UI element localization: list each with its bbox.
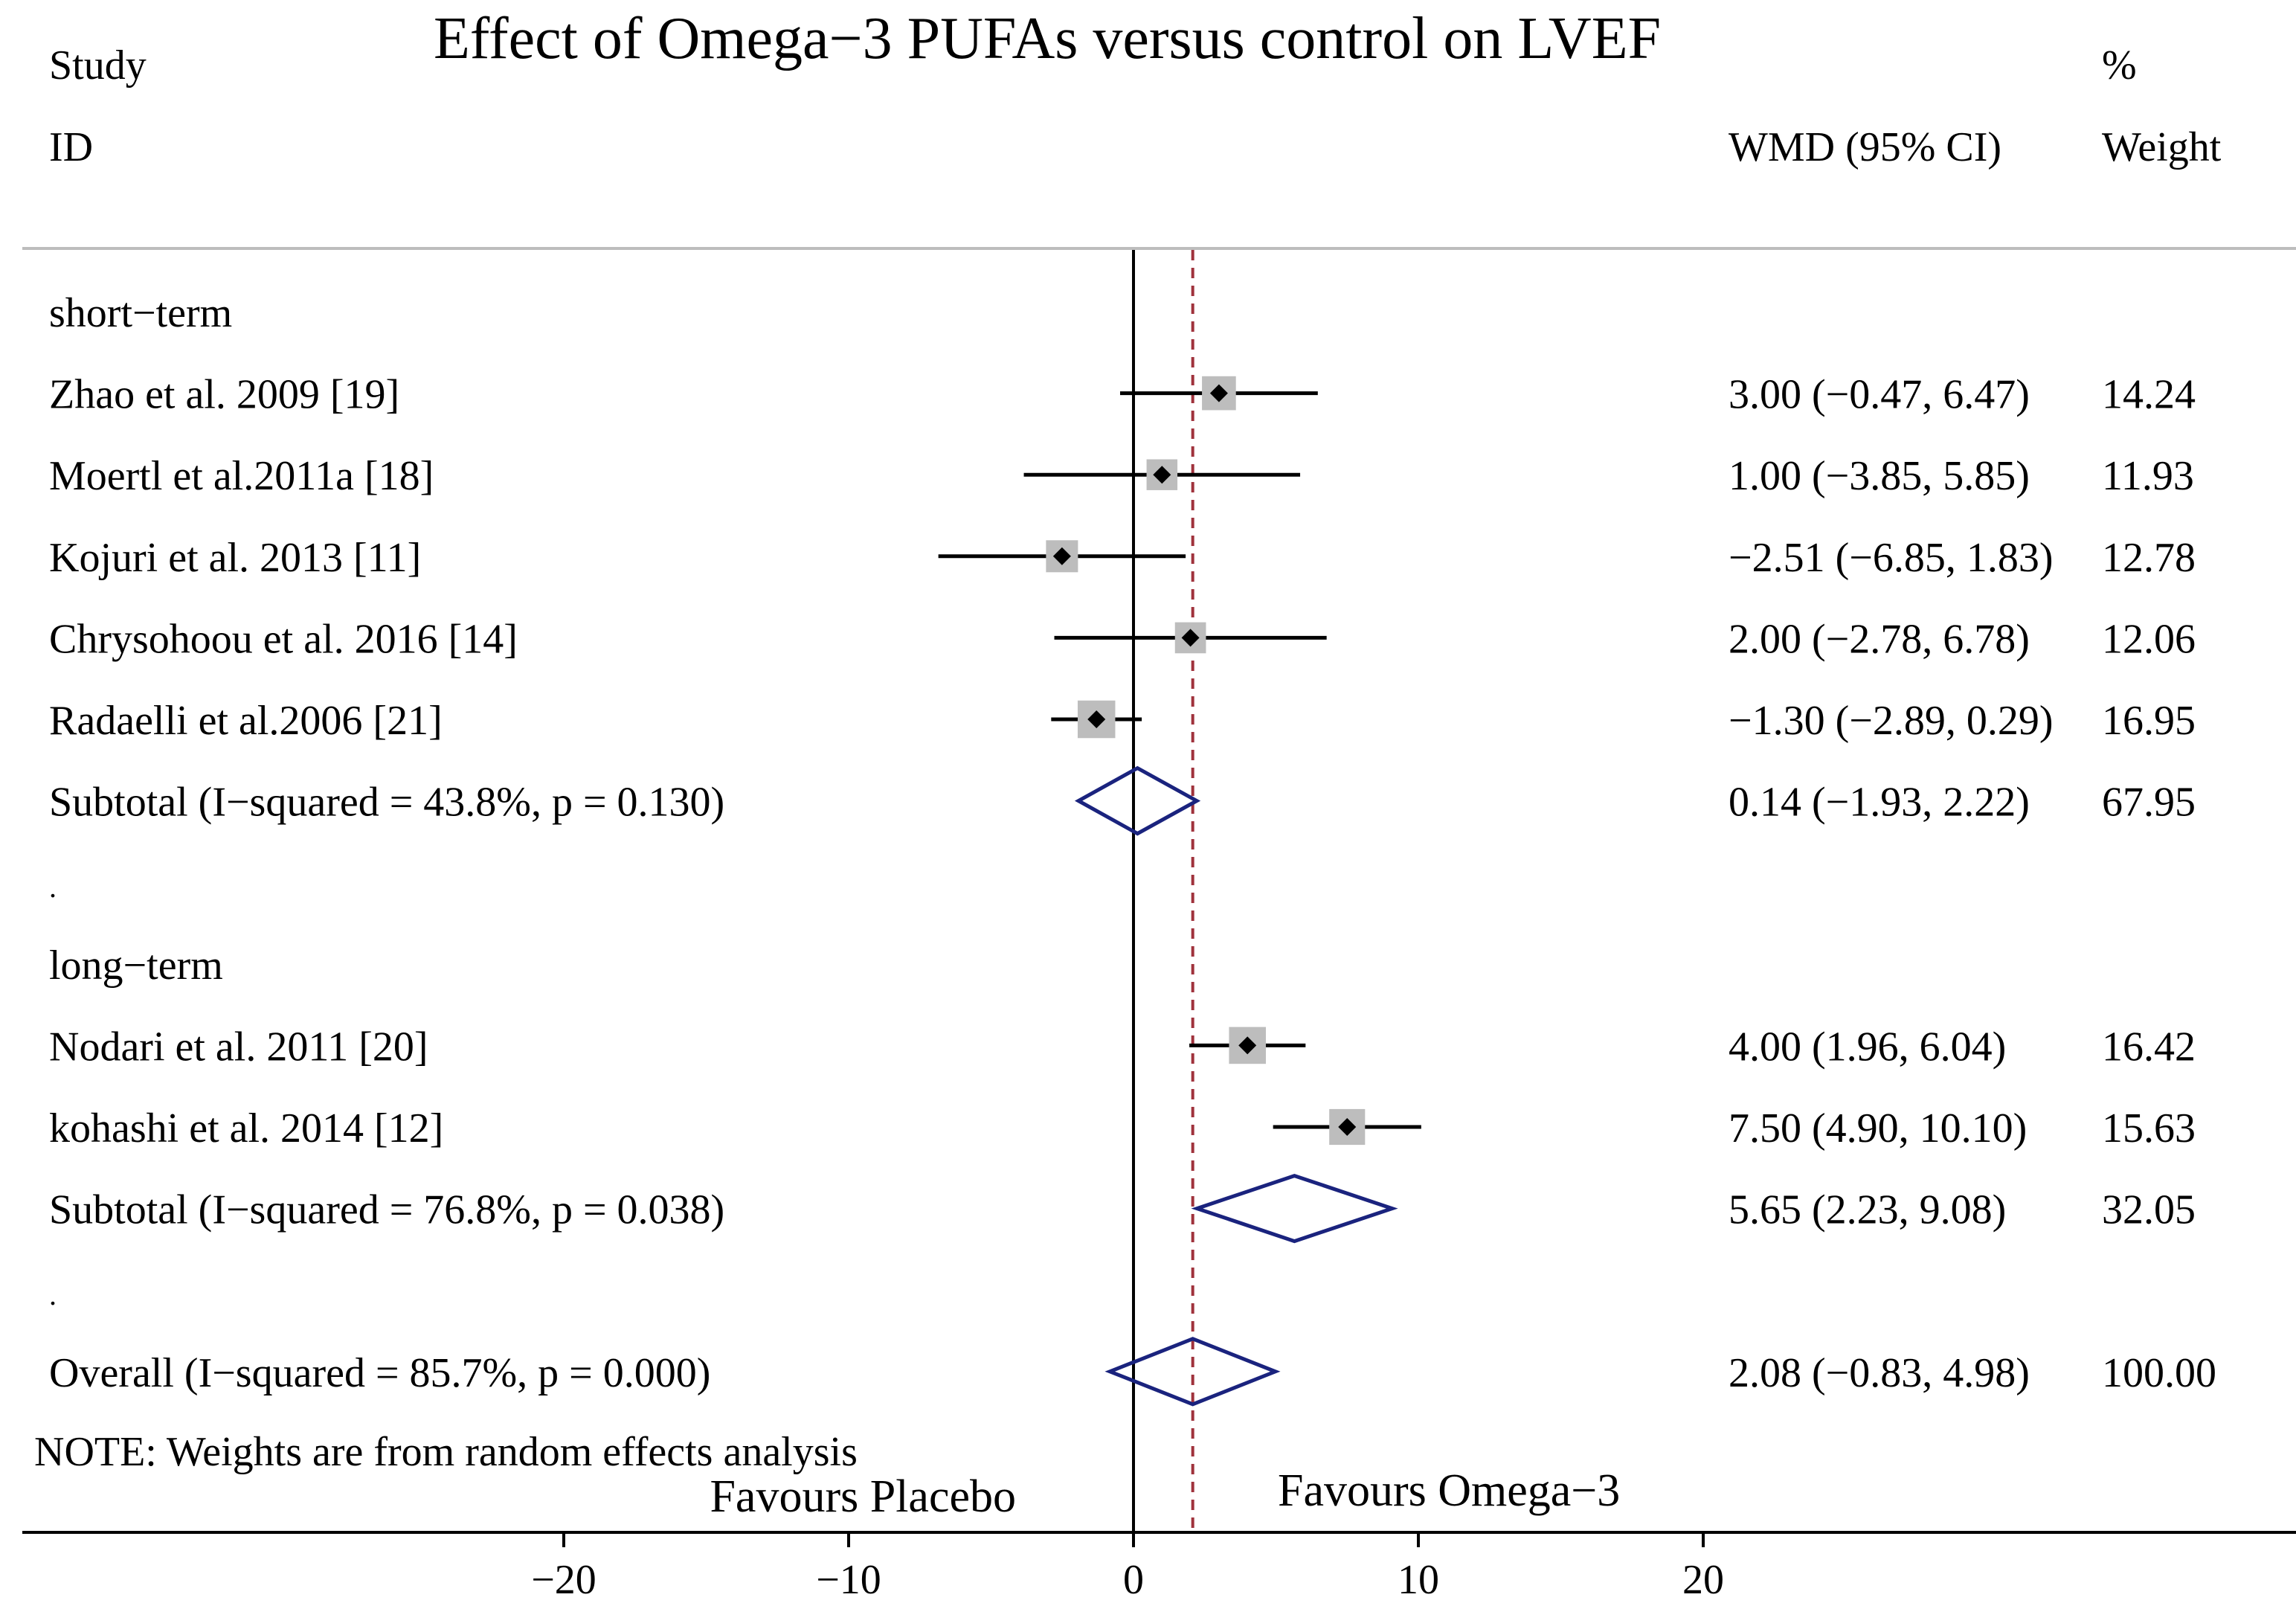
subtotal-g1-weight-value: 32.05: [2102, 1187, 2196, 1233]
overall-label: Overall (I−squared = 85.7%, p = 0.000): [49, 1350, 710, 1396]
ci-value: 1.00 (−3.85, 5.85): [1729, 453, 2030, 499]
point-estimate-g0-s4: [1087, 710, 1106, 728]
header-percent: %: [2102, 42, 2137, 89]
ci-value: 7.50 (4.90, 10.10): [1729, 1105, 2027, 1151]
weight-value: 16.42: [2102, 1024, 2196, 1070]
overall-diamond: [1104, 1337, 1281, 1407]
weight-value: 12.06: [2102, 616, 2196, 662]
study-label: Moertl et al.2011a [18]: [49, 453, 434, 499]
study-label: kohashi et al. 2014 [12]: [49, 1105, 443, 1151]
ci-value: 4.00 (1.96, 6.04): [1729, 1024, 2006, 1070]
group-separator: .: [49, 1278, 57, 1311]
group-label: short−term: [49, 290, 232, 336]
chart-title: Effect of Omega−3 PUFAs versus control o…: [434, 6, 1661, 71]
subtotal-g0-label: Subtotal (I−squared = 43.8%, p = 0.130): [49, 780, 724, 826]
subtotal-g0-diamond: [1074, 765, 1201, 836]
favours-omega3-label: Favours Omega−3: [1278, 1465, 1620, 1516]
x-tick-label: −20: [531, 1557, 596, 1603]
row-labels: short−term Zhao et al. 2009 [19] 3.00 (−0.…: [49, 290, 2216, 1396]
x-tick-label: 10: [1398, 1557, 1439, 1603]
x-tick-label: −10: [816, 1557, 881, 1603]
ci-value: −1.30 (−2.89, 0.29): [1729, 698, 2053, 744]
point-estimate-g1-s1: [1338, 1118, 1357, 1136]
study-label: Radaelli et al.2006 [21]: [49, 698, 443, 744]
point-estimate-g0-s3: [1181, 629, 1200, 647]
weight-value: 16.95: [2102, 698, 2196, 744]
x-tick-label: 20: [1682, 1557, 1724, 1603]
x-axis: −20 −10 0 10 20: [531, 1532, 1724, 1603]
header-ci: WMD (95% CI): [1729, 124, 2001, 170]
study-label: Nodari et al. 2011 [20]: [49, 1024, 428, 1070]
subtotal-g1-diamond: [1191, 1173, 1398, 1244]
point-estimate-g0-s0: [1209, 384, 1228, 402]
subtotal-g1-ci-value: 5.65 (2.23, 9.08): [1729, 1187, 2006, 1233]
study-label: Kojuri et al. 2013 [11]: [49, 535, 421, 581]
ci-value: 3.00 (−0.47, 6.47): [1729, 372, 2030, 418]
plot-marks: [938, 250, 1421, 1532]
subtotal-g0-weight-value: 67.95: [2102, 780, 2196, 826]
study-label: Chrysohoou et al. 2016 [14]: [49, 616, 518, 662]
ci-value: −2.51 (−6.85, 1.83): [1729, 535, 2053, 581]
ci-value: 2.00 (−2.78, 6.78): [1729, 616, 2030, 662]
study-label: Zhao et al. 2009 [19]: [49, 372, 399, 418]
overall-weight-value: 100.00: [2102, 1350, 2216, 1396]
weight-value: 15.63: [2102, 1105, 2196, 1151]
group-separator: .: [49, 870, 57, 904]
favours-placebo-label: Favours Placebo: [710, 1471, 1016, 1522]
weight-value: 14.24: [2102, 372, 2196, 418]
point-estimate-g1-s0: [1238, 1036, 1257, 1055]
x-tick-label: 0: [1123, 1557, 1144, 1603]
group-label: long−term: [49, 942, 223, 989]
header-id: ID: [49, 124, 93, 170]
subtotal-g0-ci-value: 0.14 (−1.93, 2.22): [1729, 780, 2030, 826]
overall-ci-value: 2.08 (−0.83, 4.98): [1729, 1350, 2030, 1396]
note-text: NOTE: Weights are from random effects an…: [34, 1429, 858, 1475]
weight-value: 12.78: [2102, 535, 2196, 581]
subtotal-g1-label: Subtotal (I−squared = 76.8%, p = 0.038): [49, 1187, 724, 1233]
point-estimate-g0-s1: [1153, 466, 1171, 484]
header-study: Study: [49, 42, 147, 89]
weight-value: 11.93: [2102, 453, 2194, 499]
header-weight: Weight: [2102, 124, 2222, 170]
point-estimate-g0-s2: [1052, 547, 1071, 565]
